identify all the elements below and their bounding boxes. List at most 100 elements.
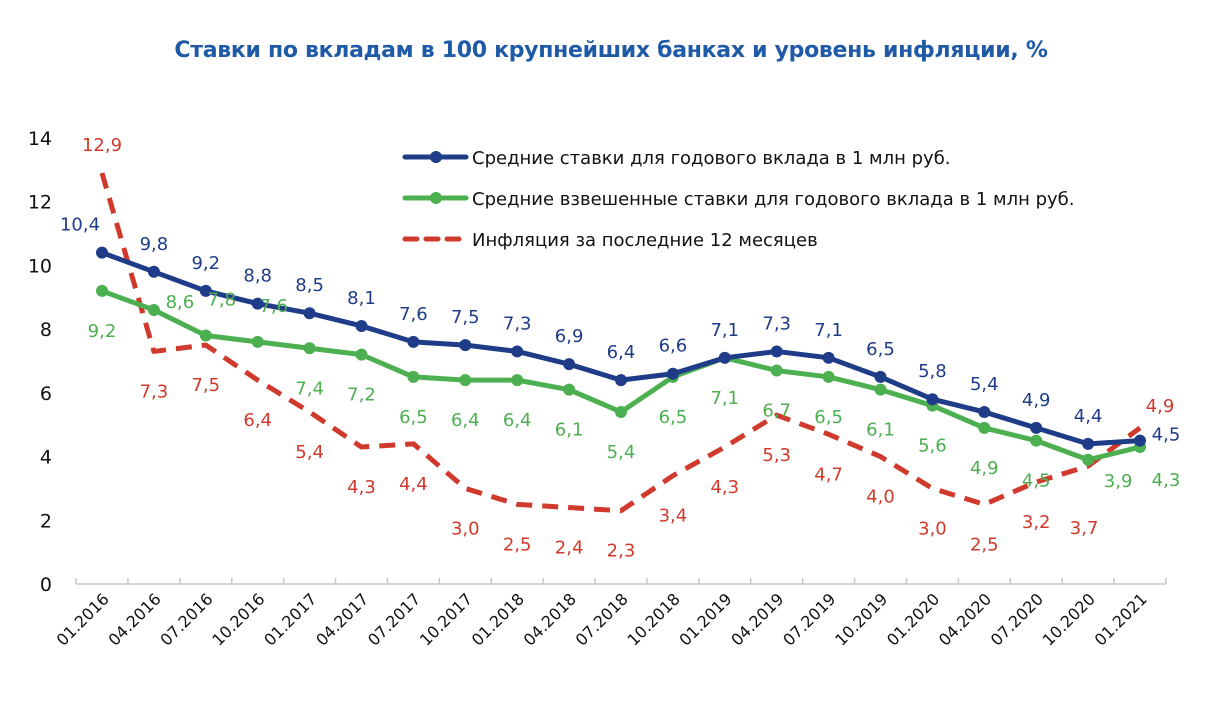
data-label: 2,5 [970,534,999,555]
x-tick-label: 10.2016 [208,589,268,649]
legend-label: Средние взвешенные ставки для годового в… [472,189,1074,210]
x-tick-label: 10.2018 [624,589,684,649]
data-label: 6,4 [243,410,272,431]
data-point [1030,421,1043,434]
data-label: 4,7 [814,464,843,485]
data-point [770,345,783,358]
data-label: 5,4 [970,374,999,395]
x-tick-label: 07.2016 [156,589,216,649]
data-point [615,405,627,418]
data-label: 7,6 [259,296,288,317]
data-point [978,405,991,418]
data-point [822,370,835,383]
data-label: 6,1 [555,420,584,441]
legend-marker [430,151,442,163]
data-label: 3,0 [918,518,947,539]
data-point [978,421,991,434]
data-label: 3,2 [1022,512,1051,533]
data-label: 7,1 [710,388,739,409]
data-label: 9,2 [88,321,117,342]
x-tick-label: 01.2019 [675,589,735,649]
data-point [1030,434,1043,447]
data-point [459,374,472,387]
data-label: 7,1 [814,320,843,341]
data-point [666,367,679,380]
x-tick-label: 01.2016 [53,589,113,649]
data-point [199,284,212,297]
data-label: 8,6 [166,292,195,313]
data-label: 2,4 [555,538,584,559]
data-label: 6,7 [762,401,791,422]
data-label: 3,0 [451,518,480,539]
x-tick-label: 01.2020 [883,589,943,649]
data-point [511,345,524,358]
data-label: 6,4 [451,410,480,431]
data-point [926,393,939,406]
data-point [199,329,212,342]
data-point [147,304,160,317]
data-point [303,342,316,355]
x-tick-label: 01.2017 [260,589,320,649]
data-label: 7,5 [451,307,480,328]
data-point [96,284,108,297]
data-label: 6,5 [399,407,428,428]
x-tick-label: 07.2020 [987,589,1047,649]
y-tick-label: 6 [40,383,52,405]
chart-title: Ставки по вкладам в 100 крупнейших банка… [174,38,1048,63]
data-label: 7,3 [140,381,169,402]
data-point [770,364,783,377]
data-point [96,246,108,259]
data-label: 5,4 [295,442,324,463]
x-tick-label: 04.2020 [935,589,995,649]
data-label: 4,3 [710,477,739,498]
y-tick-label: 14 [28,128,52,150]
x-tick-label: 01.2021 [1091,589,1151,649]
data-label: 3,4 [659,506,688,527]
x-tick-label: 04.2018 [520,589,580,649]
data-label: 9,8 [140,234,169,255]
x-tick-label: 10.2020 [1039,589,1099,649]
data-label: 3,7 [1070,518,1099,539]
y-tick-label: 8 [40,319,52,341]
data-label: 2,5 [503,534,532,555]
legend-marker [430,192,442,204]
x-tick-label: 07.2019 [779,589,839,649]
data-point [874,383,887,396]
data-point [459,339,472,352]
data-label: 6,9 [555,326,584,347]
data-label: 9,2 [191,253,220,274]
series-line-2 [99,172,1142,514]
data-label: 4,3 [347,477,376,498]
data-point [407,335,420,348]
data-label: 6,6 [659,336,688,357]
data-label: 6,5 [866,339,895,360]
data-label: 2,3 [607,541,636,562]
data-label: 4,4 [1074,406,1103,427]
data-label: 8,5 [295,275,324,296]
data-label: 4,5 [1152,425,1181,446]
x-tick-label: 10.2017 [416,589,476,649]
data-point [147,265,160,278]
data-point [563,383,576,396]
data-point [563,358,576,371]
data-label: 4,9 [1022,390,1051,411]
x-tick-label: 07.2017 [364,589,424,649]
data-label: 7,3 [762,313,791,334]
legend-label: Инфляция за последние 12 месяцев [472,230,818,251]
data-label: 6,1 [866,420,895,441]
y-tick-label: 2 [40,510,52,532]
data-label: 6,5 [814,407,843,428]
data-label: 7,8 [207,290,236,311]
data-point [303,307,316,320]
data-point [874,370,887,383]
data-label: 6,4 [503,410,532,431]
data-point [511,374,524,387]
data-point [355,319,368,332]
data-point [355,348,368,361]
data-label: 10,4 [60,215,100,236]
data-label: 4,5 [1022,471,1051,492]
data-point [407,370,420,383]
data-point [615,374,627,387]
data-label: 6,4 [607,342,636,363]
data-point [1134,434,1146,447]
